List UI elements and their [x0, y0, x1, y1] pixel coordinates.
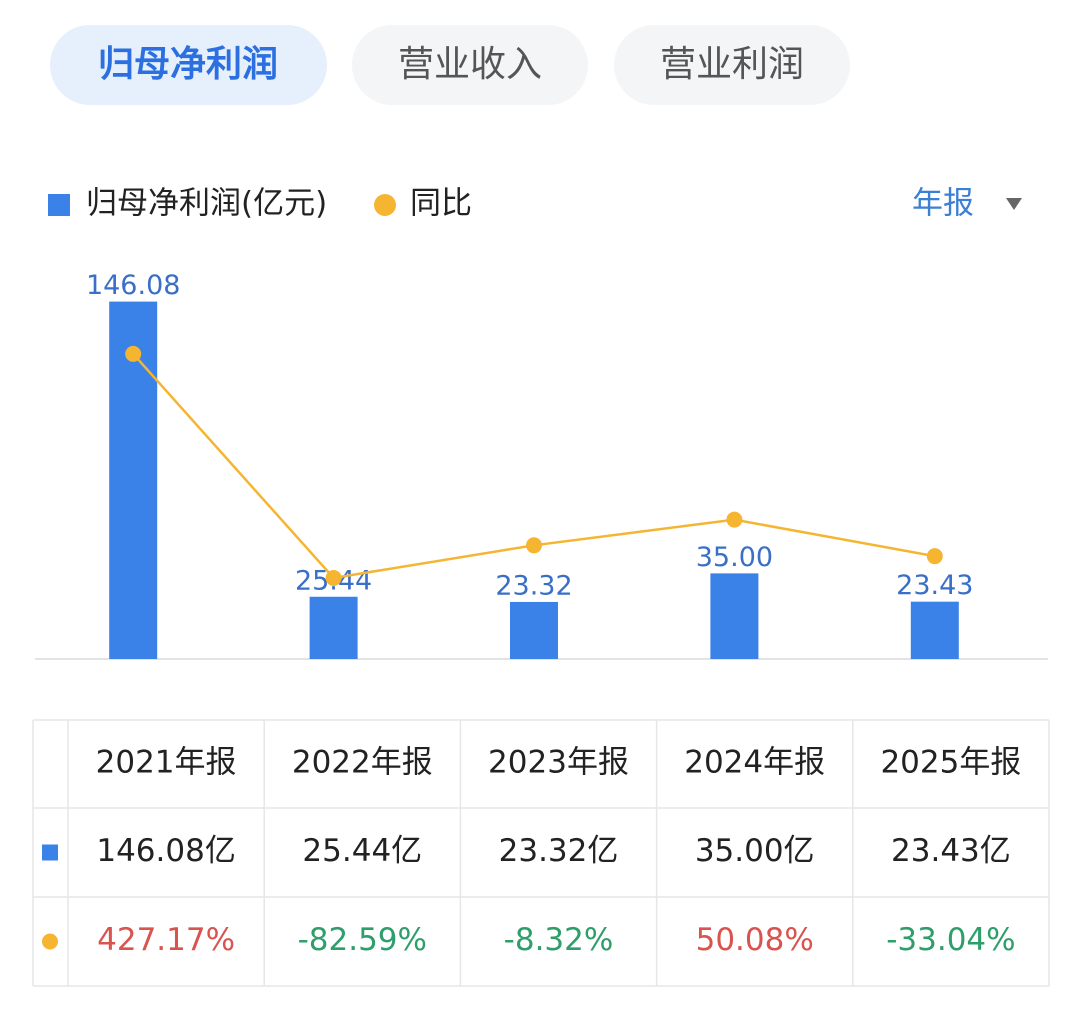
table: 2021年报 2022年报 2023年报 2024年报 2025年报 146.08亿 25.…	[32, 719, 1050, 987]
data-label: 23.43	[896, 570, 973, 601]
yoy-point	[325, 569, 342, 586]
tab-active-bg[interactable]	[50, 25, 327, 105]
table-cell: 23.43亿	[891, 833, 1011, 869]
data-label: 35.00	[696, 542, 773, 573]
table-header: 2024年报	[684, 745, 825, 781]
bar	[910, 601, 959, 659]
table-header: 2022年报	[292, 745, 433, 781]
legend-label: 同比	[410, 186, 472, 222]
table-header: 2023年报	[488, 745, 629, 781]
legend-label: 归母净利润(亿元)	[86, 186, 327, 222]
legend-swatch	[48, 194, 70, 216]
table-cell: 25.44亿	[302, 833, 422, 869]
table-cell: 50.08%	[696, 922, 814, 958]
legend-swatch	[374, 194, 396, 216]
table-header: 2021年报	[96, 745, 237, 781]
yoy-point	[125, 345, 142, 362]
data-label: 146.08	[86, 270, 180, 301]
yoy-point	[526, 537, 542, 554]
tab[interactable]: 营业收入	[398, 44, 542, 85]
yoy-point	[726, 511, 743, 528]
table-cell: 23.32亿	[499, 833, 619, 869]
dropdown-arrow[interactable]	[1006, 198, 1022, 210]
table-cell: -8.32%	[504, 922, 614, 958]
tab[interactable]: 归母净利润	[98, 44, 278, 85]
period-selector[interactable]: 年报	[912, 186, 974, 222]
bar	[510, 601, 558, 659]
table-header: 2025年报	[880, 745, 1021, 781]
yoy-point	[926, 548, 943, 565]
table-cell: 146.08亿	[96, 833, 235, 869]
tab-bg[interactable]	[352, 25, 588, 105]
bar	[309, 596, 358, 659]
tab-bg[interactable]	[614, 25, 850, 105]
table-cell: -82.59%	[298, 922, 427, 958]
table-cell: 427.17%	[97, 922, 235, 958]
data-label: 23.32	[495, 570, 572, 601]
row-swatch	[42, 933, 58, 950]
table-cell: -33.04%	[886, 922, 1015, 958]
bar	[710, 573, 759, 659]
table-cell: 35.00亿	[695, 833, 815, 869]
row-swatch	[42, 844, 58, 861]
tab[interactable]: 营业利润	[660, 44, 804, 85]
